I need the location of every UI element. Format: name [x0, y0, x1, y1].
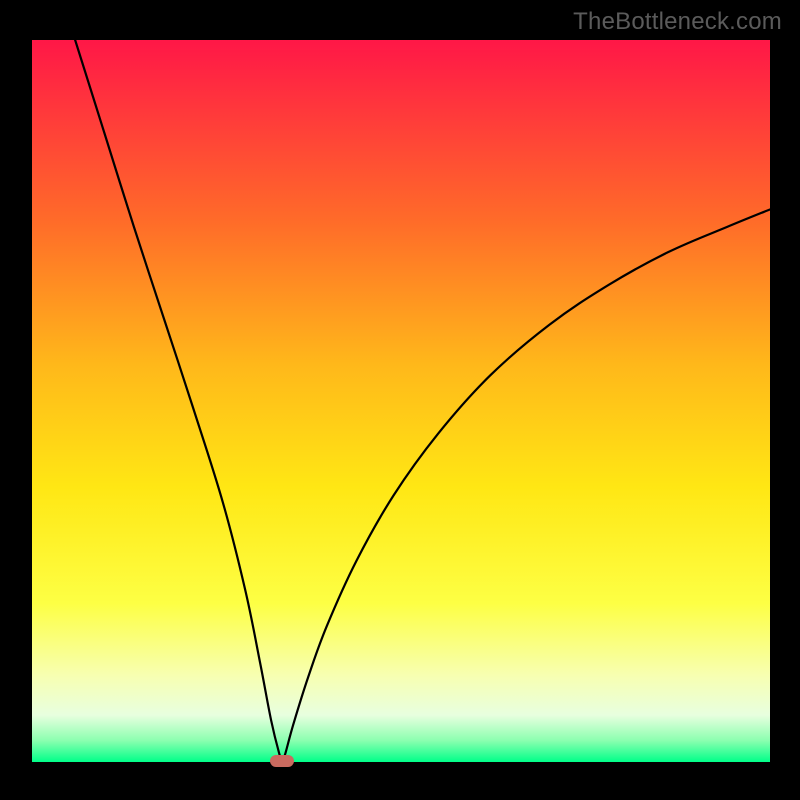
vertex-marker [270, 755, 294, 767]
chart-stage: TheBottleneck.com [0, 0, 800, 800]
curve-right [282, 209, 772, 761]
watermark-text: TheBottleneck.com [573, 8, 782, 36]
curve-left [75, 38, 283, 761]
plot-svg [0, 0, 800, 800]
